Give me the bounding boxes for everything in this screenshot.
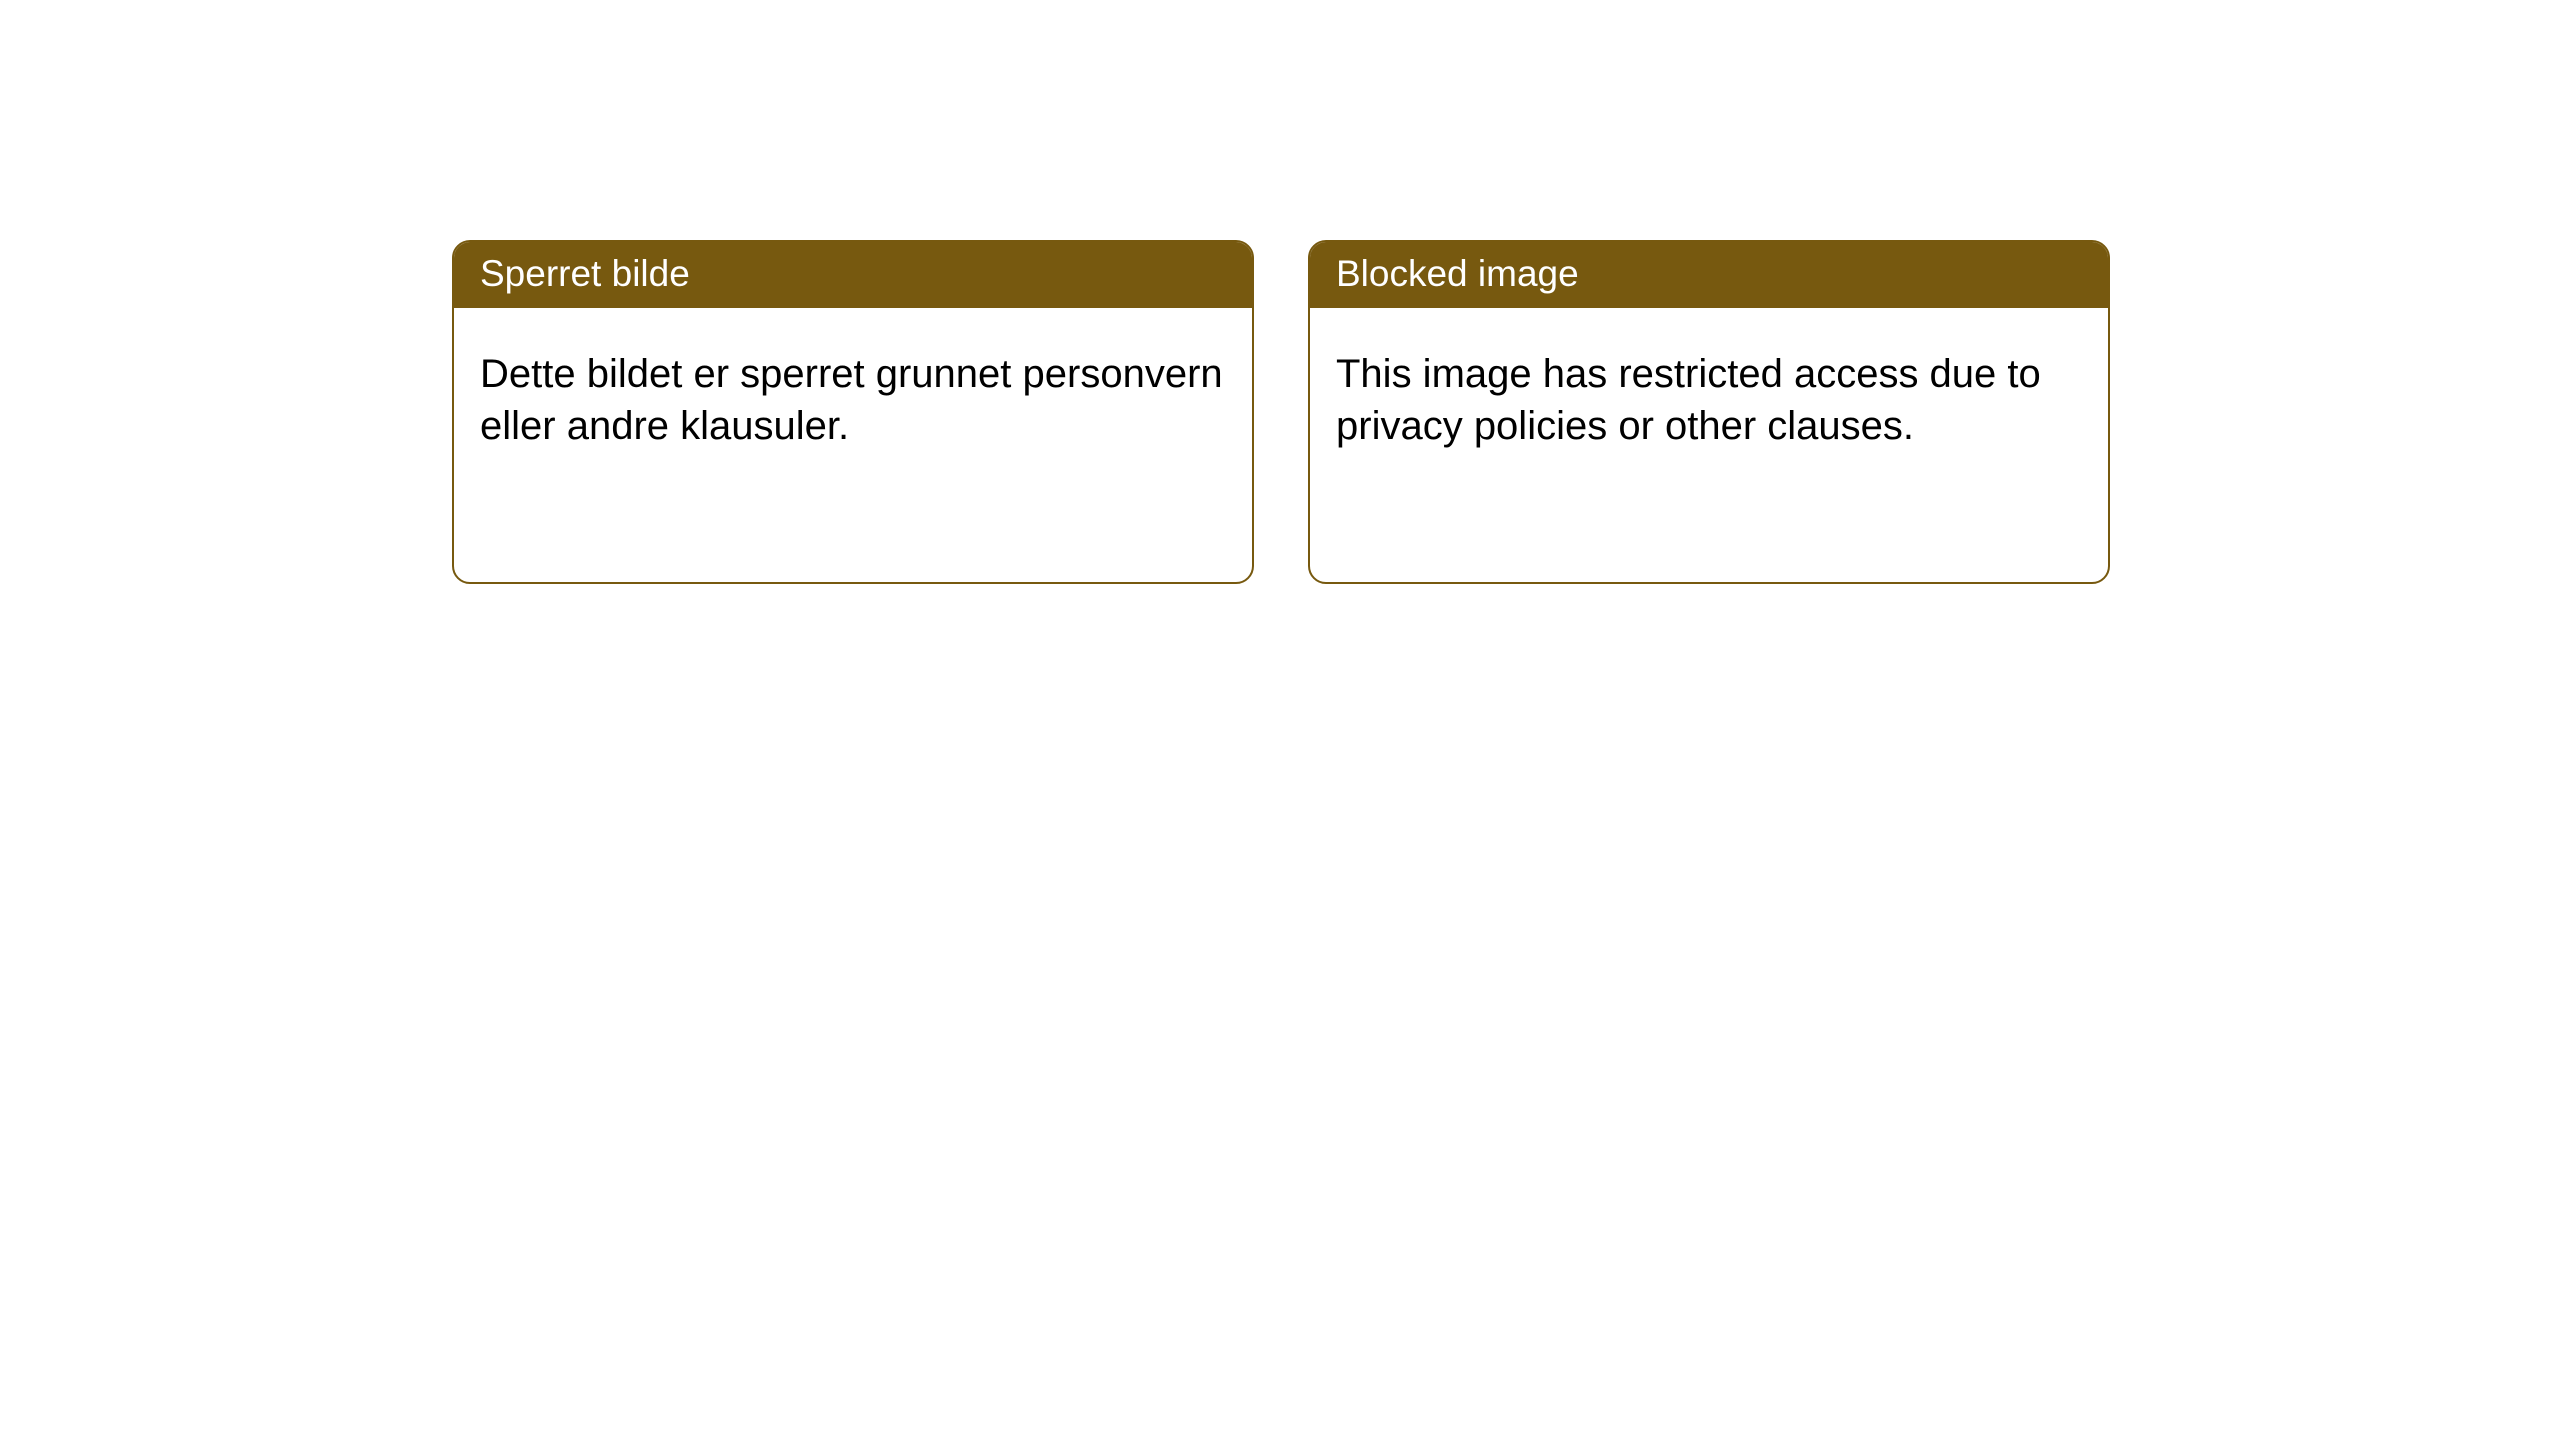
card-title: Blocked image [1336,253,1579,294]
notice-cards-container: Sperret bilde Dette bildet er sperret gr… [0,0,2560,584]
card-body: This image has restricted access due to … [1310,308,2108,582]
card-header: Blocked image [1310,242,2108,308]
card-header: Sperret bilde [454,242,1252,308]
card-message: Dette bildet er sperret grunnet personve… [480,348,1226,452]
card-body: Dette bildet er sperret grunnet personve… [454,308,1252,582]
card-title: Sperret bilde [480,253,690,294]
blocked-image-card-no: Sperret bilde Dette bildet er sperret gr… [452,240,1254,584]
card-message: This image has restricted access due to … [1336,348,2082,452]
blocked-image-card-en: Blocked image This image has restricted … [1308,240,2110,584]
